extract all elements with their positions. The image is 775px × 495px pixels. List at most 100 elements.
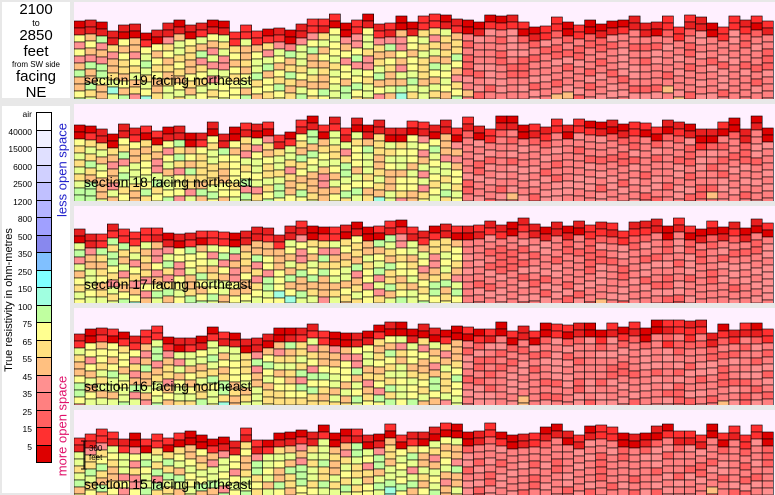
resistivity-cell	[428, 390, 441, 399]
resistivity-cell	[417, 237, 430, 246]
resistivity-cell	[584, 252, 597, 261]
resistivity-cell	[506, 56, 519, 65]
resistivity-cell	[173, 240, 186, 249]
resistivity-cell	[306, 46, 319, 55]
resistivity-cell	[462, 225, 474, 234]
resistivity-cell	[573, 297, 585, 303]
resistivity-cell	[451, 472, 463, 481]
resistivity-cell	[473, 370, 486, 379]
resistivity-cell	[262, 77, 275, 86]
resistivity-cell	[539, 385, 552, 394]
resistivity-cell	[506, 263, 519, 272]
resistivity-cell	[528, 144, 541, 153]
resistivity-cell	[539, 240, 552, 249]
resistivity-cell	[462, 459, 474, 468]
resistivity-cell	[695, 249, 707, 258]
resistivity-cell	[606, 482, 619, 491]
resistivity-cell	[706, 283, 719, 292]
resistivity-cell	[650, 333, 663, 342]
resistivity-cell	[628, 163, 641, 172]
resistivity-cell	[74, 159, 86, 168]
resistivity-cell	[761, 155, 774, 164]
resistivity-cell	[417, 386, 430, 395]
resistivity-cell	[151, 346, 164, 355]
resistivity-cell	[528, 96, 541, 99]
resistivity-cell	[595, 65, 608, 74]
resistivity-cell	[606, 27, 619, 36]
resistivity-cell	[384, 248, 397, 257]
resistivity-cell	[74, 242, 86, 251]
resistivity-cell	[539, 329, 552, 338]
resistivity-cell	[251, 193, 264, 201]
resistivity-cell	[373, 232, 386, 241]
resistivity-cell	[761, 127, 774, 136]
resistivity-cell	[218, 338, 230, 347]
resistivity-cell	[317, 400, 330, 405]
resistivity-cell	[761, 222, 774, 231]
resistivity-cell	[140, 88, 152, 97]
resistivity-cell	[206, 354, 219, 363]
resistivity-cell	[184, 160, 197, 169]
resistivity-cell	[728, 15, 741, 24]
resistivity-cell	[384, 220, 397, 229]
resistivity-cell	[262, 56, 275, 65]
resistivity-cell	[451, 281, 463, 290]
resistivity-cell	[595, 30, 608, 39]
resistivity-cell	[251, 44, 264, 53]
resistivity-cell	[240, 455, 252, 464]
section-19-label: section 19 facing northeast	[84, 72, 252, 88]
resistivity-cell	[395, 356, 408, 365]
resistivity-cell	[195, 153, 208, 162]
resistivity-cell	[595, 51, 608, 60]
resistivity-cell	[95, 149, 108, 158]
resistivity-cell	[340, 477, 352, 486]
resistivity-cell	[728, 474, 741, 483]
resistivity-cell	[428, 362, 441, 371]
resistivity-cell	[506, 483, 519, 492]
resistivity-cell	[484, 485, 497, 494]
resistivity-cell	[229, 339, 241, 348]
resistivity-cell	[129, 370, 141, 379]
resistivity-cell	[384, 183, 397, 192]
resistivity-cell	[573, 174, 585, 183]
resistivity-cell	[151, 297, 164, 303]
resistivity-cell	[584, 120, 597, 129]
resistivity-cell	[340, 57, 352, 66]
resistivity-cell	[251, 344, 264, 353]
resistivity-cell	[628, 335, 641, 344]
resistivity-cell	[317, 438, 330, 447]
resistivity-cell	[295, 227, 308, 236]
resistivity-cell	[362, 400, 375, 405]
resistivity-cell	[373, 366, 386, 375]
resistivity-cell	[584, 467, 597, 476]
resistivity-cell	[95, 163, 108, 172]
resistivity-cell	[229, 246, 241, 255]
resistivity-cell	[595, 79, 608, 88]
resistivity-cell	[650, 260, 663, 269]
resistivity-cell	[384, 176, 397, 185]
resistivity-cell	[417, 156, 430, 165]
resistivity-cell	[550, 284, 563, 293]
resistivity-cell	[351, 117, 363, 126]
resistivity-cell	[695, 37, 707, 46]
resistivity-cell	[151, 262, 164, 271]
resistivity-cell	[739, 378, 752, 387]
resistivity-cell	[528, 230, 541, 239]
resistivity-cell	[750, 43, 763, 52]
resistivity-cell	[95, 341, 108, 350]
resistivity-cell	[240, 394, 252, 403]
resistivity-cell	[295, 341, 308, 350]
resistivity-cell	[295, 485, 308, 494]
resistivity-cell	[550, 125, 563, 134]
resistivity-cell	[140, 241, 152, 250]
resistivity-cell	[306, 157, 319, 166]
resistivity-cell	[306, 95, 319, 99]
resistivity-cell	[362, 27, 375, 36]
resistivity-cell	[340, 449, 352, 458]
resistivity-cell	[406, 377, 419, 386]
resistivity-cell	[573, 469, 585, 478]
resistivity-cell	[428, 341, 441, 350]
resistivity-cell	[140, 459, 152, 468]
resistivity-cell	[517, 266, 530, 275]
resistivity-cell	[650, 63, 663, 72]
